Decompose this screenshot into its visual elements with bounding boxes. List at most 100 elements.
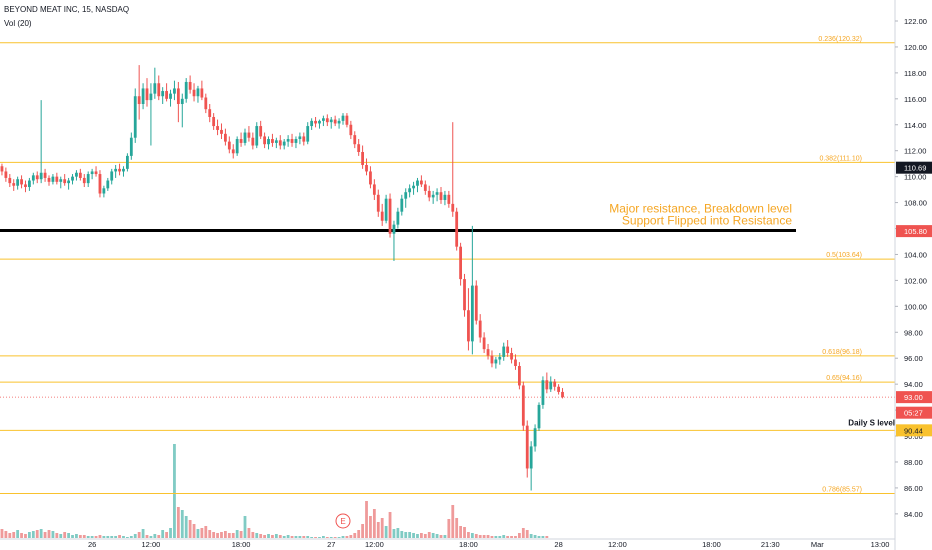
volume-bar [372, 509, 376, 538]
volume-bar [126, 537, 129, 538]
volume-bar [24, 534, 27, 538]
volume-bar [298, 536, 302, 538]
volume-bar [463, 527, 466, 538]
candle-body [71, 176, 74, 181]
volume-bar [447, 519, 451, 538]
volume-bar [208, 530, 212, 538]
volume-bar [431, 533, 435, 538]
volume-bar [255, 533, 259, 538]
y-tick-label: 114.00 [904, 121, 926, 130]
y-tick-label: 104.00 [904, 250, 927, 259]
candle-body [353, 135, 357, 145]
volume-bar [220, 532, 223, 538]
candle-body [561, 391, 564, 398]
candle-body [459, 246, 462, 280]
candle-body [341, 115, 345, 121]
volume-bar [129, 536, 133, 538]
candle-body [122, 168, 125, 172]
candle-body [451, 203, 455, 212]
volume-bar [106, 536, 110, 538]
x-tick-label: Mar [811, 540, 824, 549]
volume-bar [274, 534, 278, 538]
volume-bar [369, 516, 372, 538]
candle-body [274, 140, 278, 143]
volume-bars [0, 444, 549, 538]
candle-body [157, 83, 161, 97]
candle-body [267, 139, 270, 145]
volume-bar [302, 536, 306, 538]
candle-body [314, 120, 317, 124]
candle-body [502, 346, 506, 357]
volume-bar [51, 531, 55, 538]
volume-bar [290, 536, 294, 538]
candle-body [106, 180, 110, 189]
fibonacci-label: 0.382(111.10) [819, 155, 862, 162]
candle-body [490, 355, 494, 364]
daily-s-level-label: Daily S level [848, 418, 895, 427]
volume-bar [384, 526, 388, 538]
x-tick-label: 26 [88, 540, 96, 549]
volume-bar [278, 535, 282, 538]
volume-bar [423, 534, 427, 538]
candle-body [478, 320, 482, 338]
candle-body [4, 171, 8, 178]
volume-bar [286, 535, 290, 538]
candle-body [208, 109, 212, 117]
candle-body [553, 381, 557, 387]
volume-bar [267, 534, 270, 538]
volume-bar [94, 536, 98, 538]
volume-bar [165, 532, 168, 538]
volume-bar [75, 534, 78, 538]
candle-body [467, 310, 470, 342]
fibonacci-levels[interactable]: 0.236(120.32) 0.382(111.10) 0.5(103.64) 0.6… [0, 36, 895, 494]
volume-bar [102, 536, 106, 538]
candle-body [173, 88, 176, 94]
volume-bar [353, 533, 357, 538]
candle-body [86, 174, 90, 184]
candle-body [549, 381, 553, 390]
candle-body [90, 171, 94, 175]
y-tick-label: 116.00 [904, 95, 926, 104]
annotations[interactable]: Major resistance, Breakdown level Suppor… [609, 201, 895, 427]
volume-bar [4, 531, 8, 538]
volume-bar [486, 535, 490, 538]
candle-body [16, 179, 20, 186]
volume-bar [0, 529, 4, 538]
candle-body [145, 88, 149, 101]
volume-bar [361, 524, 364, 538]
volume-bar [192, 524, 196, 538]
x-tick-label: 12:00 [365, 540, 384, 549]
volume-bar [20, 533, 23, 538]
candle-body [35, 175, 39, 180]
x-tick-label: 27 [327, 540, 335, 549]
candle-body [388, 198, 392, 234]
candle-body [98, 174, 102, 194]
volume-bar [506, 536, 510, 538]
candle-body [463, 279, 466, 311]
candle-body [329, 119, 333, 123]
candle-body [376, 194, 380, 212]
candle-body [129, 137, 133, 156]
volume-bar [180, 510, 184, 538]
volume-bar [86, 536, 90, 538]
volume-bar [510, 536, 513, 538]
candle-body [325, 118, 329, 123]
volume-bar [263, 535, 266, 538]
y-tick-label: 86.00 [904, 484, 923, 493]
price-tag-label: 105.80 [904, 227, 927, 236]
candle-body [82, 177, 86, 184]
resistance-annotation-line2: Support Flipped into Resistance [622, 213, 792, 227]
candle-body [67, 180, 70, 184]
volume-bar [239, 531, 243, 538]
volume-bar [345, 536, 349, 538]
chart-title: BEYOND MEAT INC, 15, NASDAQ [4, 5, 130, 14]
candle-body [298, 136, 302, 140]
candle-body [337, 120, 341, 124]
earnings-marker [335, 513, 351, 529]
volume-bar [8, 533, 12, 538]
candle-body [192, 89, 196, 97]
candle-body [212, 116, 216, 127]
candle-body [227, 141, 231, 150]
volume-bar [55, 533, 59, 538]
